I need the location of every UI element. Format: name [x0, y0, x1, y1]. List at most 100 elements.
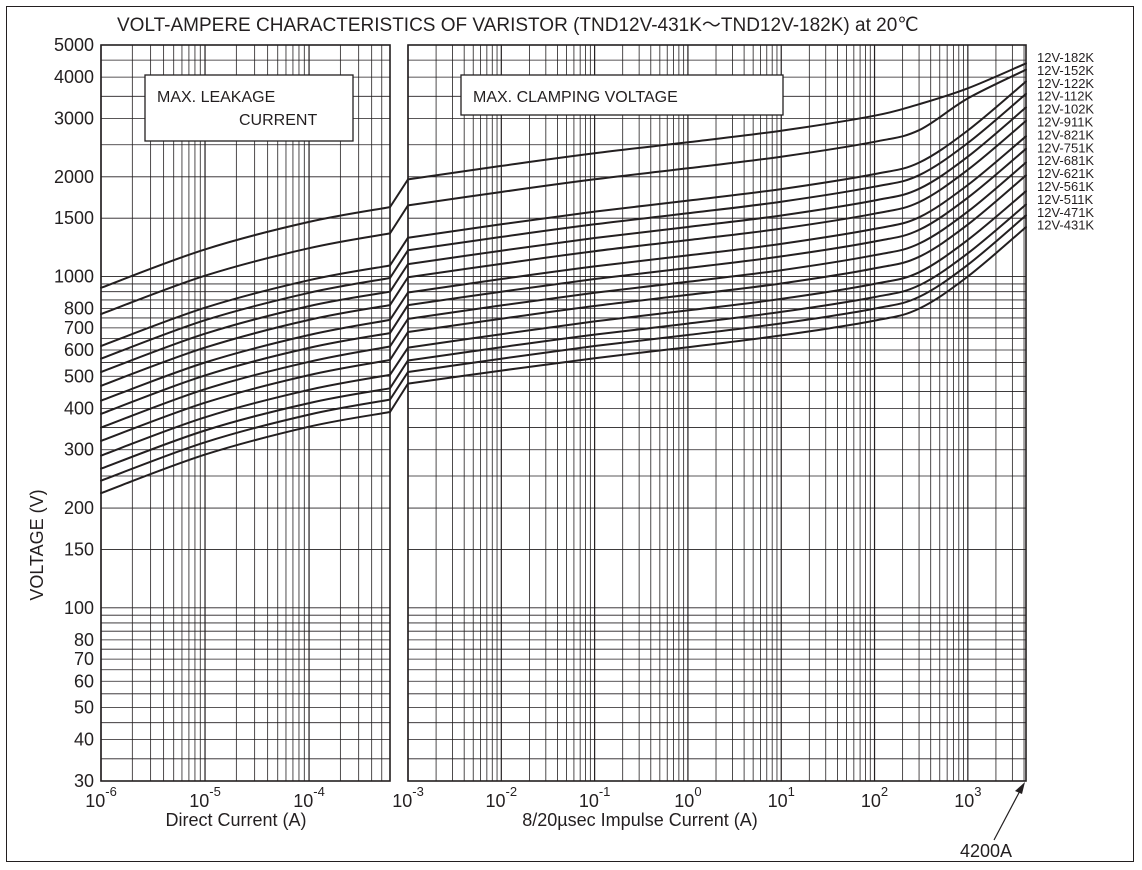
transition-curve — [389, 236, 409, 267]
leakage-curve — [100, 290, 391, 373]
y-tick-label: 100 — [64, 598, 94, 618]
leakage-current-label: MAX. LEAKAGE CURRENT — [157, 89, 317, 129]
y-tick-label: 30 — [74, 771, 94, 791]
y-tick-label: 5000 — [54, 35, 94, 55]
y-tick-label: 2000 — [54, 167, 94, 187]
clamping-curve — [407, 174, 1027, 333]
annotation-4200a: 4200A — [960, 841, 1012, 861]
series-label: 12V-911K — [1037, 115, 1093, 130]
y-tick-label: 40 — [74, 730, 94, 750]
y-tick-label: 400 — [64, 398, 94, 418]
series-label: 12V-182K — [1037, 50, 1094, 65]
y-tick-label: 600 — [64, 340, 94, 360]
x-axis-label-direct: Direct Current (A) — [165, 810, 306, 830]
y-tick-label: 3000 — [54, 108, 94, 128]
series-label: 12V-511K — [1037, 192, 1093, 207]
clamping-curve — [407, 68, 1027, 207]
leakage-curve — [100, 206, 391, 289]
y-axis-label: VOLTAGE (V) — [27, 489, 47, 600]
x-tick-label: 10-4 — [293, 784, 325, 811]
leakage-curve — [100, 277, 391, 360]
series-label: 12V-122K — [1037, 76, 1094, 91]
x-axis-label-impulse: 8/20µsec Impulse Current (A) — [522, 810, 757, 830]
y-tick-label: 50 — [74, 698, 94, 718]
transition-curve — [389, 359, 409, 390]
leakage-curve — [100, 411, 391, 495]
leakage-curve — [100, 332, 391, 415]
y-tick-label: 70 — [74, 649, 94, 669]
clamping-curve — [407, 161, 1027, 320]
transition-curve — [389, 371, 409, 401]
annotation-arrowhead — [1015, 782, 1025, 794]
transition-curve — [389, 346, 409, 376]
clamping-curve — [407, 135, 1027, 294]
series-label: 12V-621K — [1037, 166, 1094, 181]
transition-curve — [389, 304, 409, 335]
series-label: 12V-112K — [1037, 89, 1093, 104]
annotation-arrow-line — [993, 786, 1023, 841]
plot-panel-1 — [100, 44, 391, 782]
chart-frame — [6, 6, 1134, 862]
y-tick-label: 1500 — [54, 208, 94, 228]
x-tick-label: 10-5 — [189, 784, 221, 811]
series-label: 12V-471K — [1037, 205, 1094, 220]
y-tick-label: 60 — [74, 671, 94, 691]
x-tick-label: 10-3 — [392, 784, 424, 811]
clamping-curve — [407, 106, 1027, 266]
series-label: 12V-681K — [1037, 153, 1094, 168]
leakage-curve — [100, 387, 391, 470]
x-tick-label: 103 — [954, 784, 981, 811]
transition-curve — [389, 263, 409, 293]
clamping-curve — [407, 119, 1027, 279]
y-tick-label: 300 — [64, 440, 94, 460]
y-tick-label: 80 — [74, 630, 94, 650]
clamping-curve — [407, 214, 1027, 373]
chart-title: VOLT-AMPERE CHARACTERISTICS OF VARISTOR … — [117, 15, 919, 36]
clamping-voltage-label: MAX. CLAMPING VOLTAGE — [473, 89, 678, 106]
x-tick-label: 10-1 — [579, 784, 611, 811]
leakage-curve — [100, 345, 391, 429]
leakage-curve — [100, 232, 391, 316]
clamping-voltage-box — [460, 74, 784, 116]
series-label: 12V-821K — [1037, 127, 1094, 142]
series-label: 12V-561K — [1037, 179, 1094, 194]
y-tick-label: 800 — [64, 299, 94, 319]
y-tick-label: 500 — [64, 366, 94, 386]
x-tick-label: 100 — [674, 784, 701, 811]
leakage-curve — [100, 264, 391, 347]
grid-lines — [100, 44, 1026, 782]
transition-curve — [389, 178, 409, 209]
curves — [100, 62, 1027, 495]
y-tick-label: 4000 — [54, 67, 94, 87]
series-label: 12V-431K — [1037, 218, 1094, 233]
transition-curve — [389, 204, 409, 235]
clamping-curve — [407, 80, 1027, 239]
clamping-curve — [407, 203, 1027, 362]
y-tick-label: 1000 — [54, 267, 94, 287]
clamping-curve — [407, 92, 1027, 252]
leakage-curve — [100, 359, 391, 442]
x-tick-label: 101 — [768, 784, 795, 811]
transition-curve — [389, 317, 409, 348]
leakage-curve — [100, 318, 391, 402]
y-tick-label: 150 — [64, 539, 94, 559]
leakage-curve — [100, 373, 391, 457]
leakage-curve — [100, 398, 391, 482]
clamping-curve — [407, 226, 1027, 385]
transition-curve — [389, 331, 409, 361]
x-tick-label: 10-2 — [486, 784, 518, 811]
series-label: 12V-751K — [1037, 140, 1094, 155]
transition-curve — [389, 291, 409, 321]
clamping-curve — [407, 190, 1027, 349]
series-label: 12V-152K — [1037, 63, 1094, 78]
leakage-current-box — [144, 74, 354, 142]
leakage-curve — [100, 304, 391, 387]
y-tick-label: 200 — [64, 498, 94, 518]
x-tick-label: 102 — [861, 784, 888, 811]
clamping-curve — [407, 62, 1027, 181]
transition-curve — [389, 276, 409, 307]
transition-curve — [389, 382, 409, 413]
y-tick-label: 700 — [64, 318, 94, 338]
plot-panel-2 — [407, 44, 1027, 782]
